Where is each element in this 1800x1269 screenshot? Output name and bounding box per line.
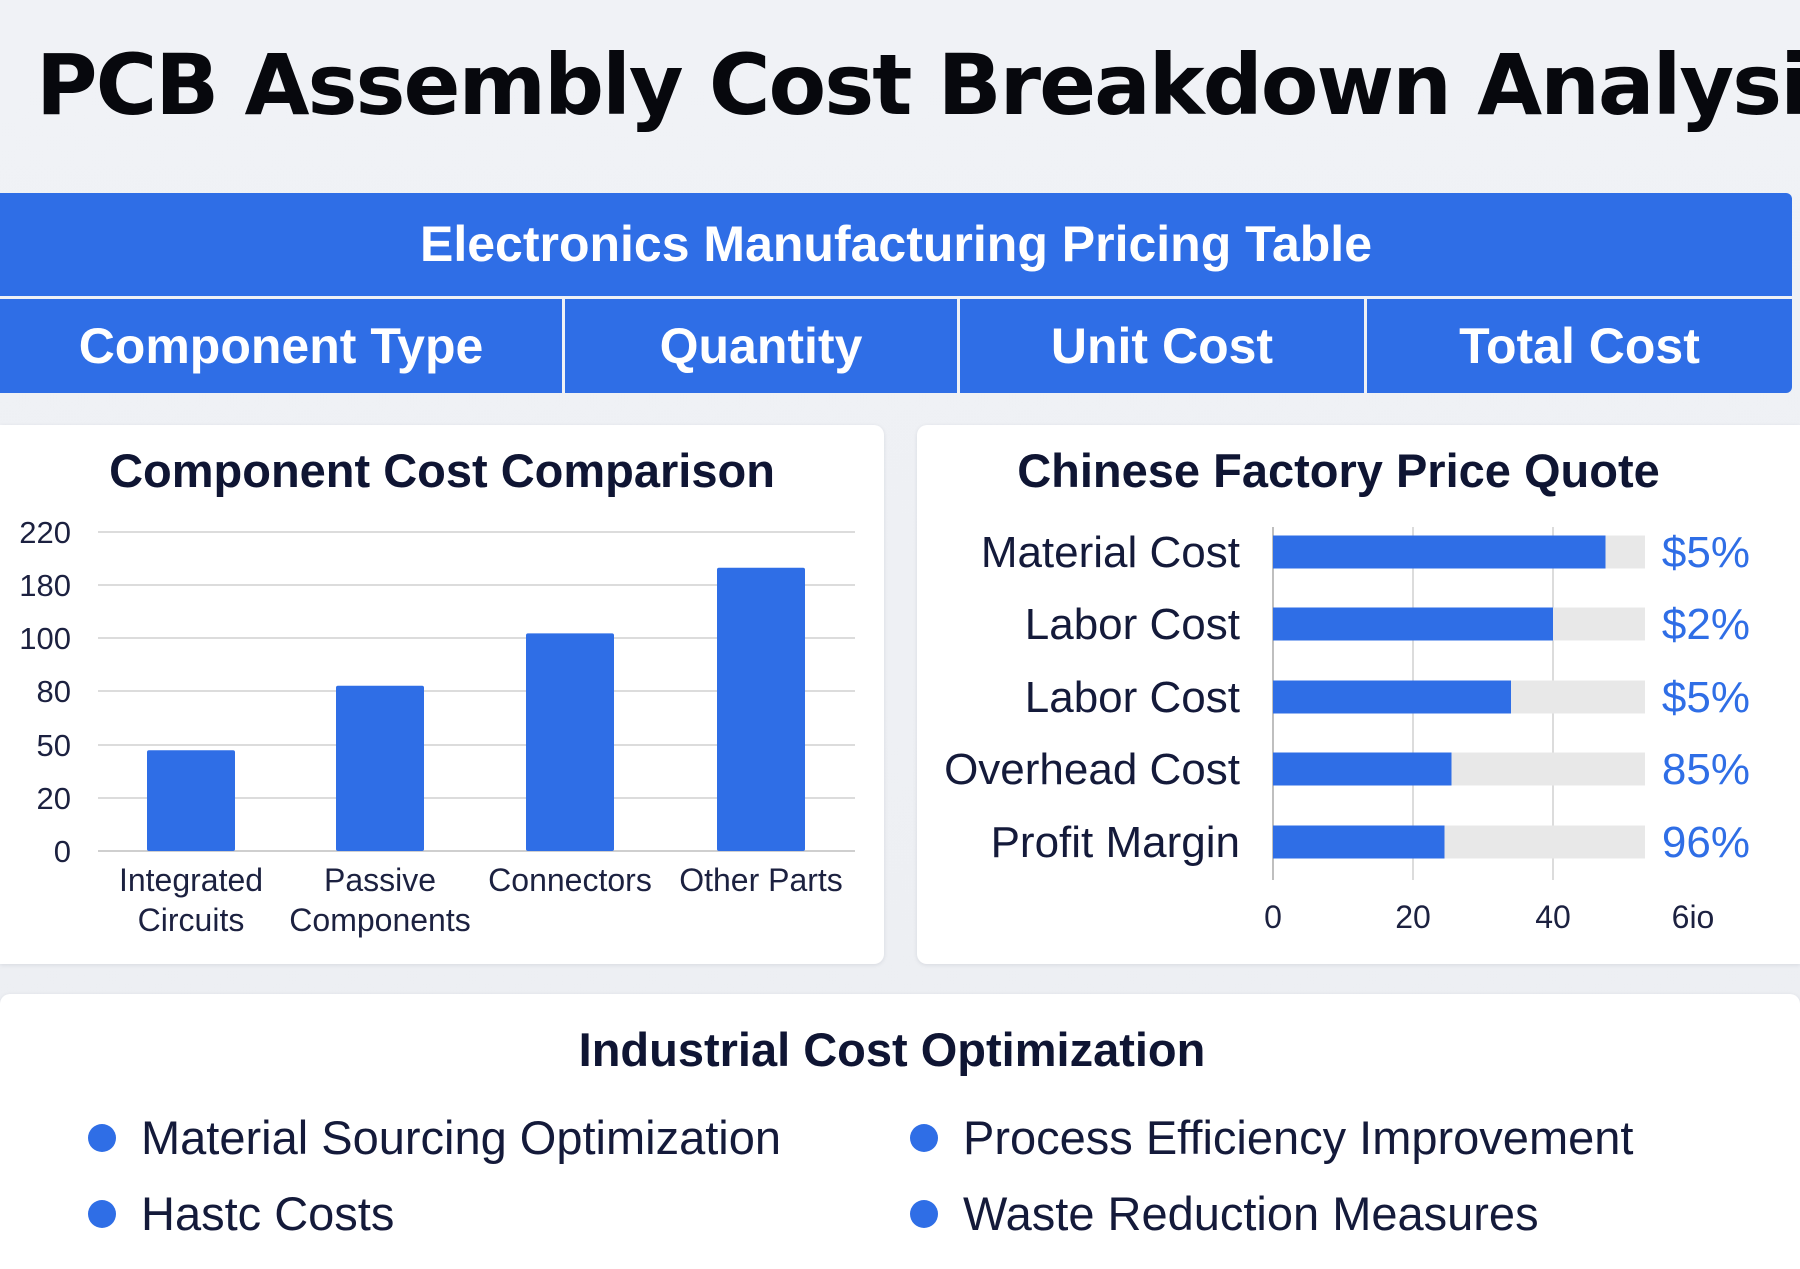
y-tick-label: 0	[54, 834, 71, 869]
bar	[1273, 825, 1445, 859]
component-cost-chart-title: Component Cost Comparison	[109, 444, 775, 497]
category-label: Material Cost	[981, 528, 1240, 577]
optimization-card: Industrial Cost Optimization Material So…	[0, 994, 1800, 1269]
component-cost-chart-card: Component Cost Comparison 0 20 50 80 100 180 2…	[0, 425, 884, 964]
x-tick-label: Integrated	[119, 862, 263, 898]
optimization-item: Waste Reduction Measures	[963, 1187, 1539, 1240]
bar	[1273, 752, 1452, 786]
optimization-title: Industrial Cost Optimization	[578, 1023, 1206, 1076]
bullet-icon	[88, 1200, 116, 1228]
x-tick-label: 6io	[1672, 899, 1715, 935]
y-tick-label: 220	[19, 515, 71, 550]
category-label: Overhead Cost	[944, 745, 1240, 794]
factory-quote-chart-title: Chinese Factory Price Quote	[1017, 444, 1660, 497]
optimization-item: Process Efficiency Improvement	[963, 1111, 1634, 1164]
x-tick-label: Passive	[324, 862, 436, 898]
bar	[717, 567, 805, 851]
category-label: Labor Cost	[1025, 600, 1240, 649]
x-tick-label: 20	[1395, 899, 1431, 935]
category-label: Profit Margin	[991, 818, 1240, 867]
factory-quote-chart-card: Chinese Factory Price Quote 0 20 40 6io Mate…	[917, 425, 1800, 964]
x-tick-label: 0	[1264, 899, 1282, 935]
x-tick-label: Other Parts	[679, 862, 843, 898]
y-tick-label: 20	[37, 781, 71, 816]
x-tick-label: Connectors	[488, 862, 652, 898]
page-title: PCB Assembly Cost Breakdown Analysis	[36, 36, 1800, 134]
column-header-quantity[interactable]: Quantity	[565, 299, 957, 393]
y-tick-label: 180	[19, 568, 71, 603]
category-label: Labor Cost	[1025, 673, 1240, 722]
pricing-table-banner: Electronics Manufacturing Pricing Table	[0, 193, 1792, 296]
optimization-item: Hastc Costs	[141, 1187, 395, 1240]
data-label: $5%	[1662, 528, 1750, 577]
y-tick-label: 80	[37, 674, 71, 709]
x-tick-label: Circuits	[138, 902, 245, 938]
bar	[147, 750, 235, 851]
bullet-icon	[910, 1124, 938, 1152]
y-tick-label: 100	[19, 621, 71, 656]
bar	[1273, 535, 1606, 569]
bar	[526, 633, 614, 851]
y-tick-label: 50	[37, 728, 71, 763]
x-tick-label: 40	[1535, 899, 1571, 935]
pricing-table-header-row: Component Type Quantity Unit Cost Total …	[0, 299, 1792, 393]
component-cost-bar-chart: 0 20 50 80 100 180 220 Integrated Circuits Passiv…	[19, 515, 855, 938]
column-header-unit-cost[interactable]: Unit Cost	[960, 299, 1364, 393]
data-label: $5%	[1662, 673, 1750, 722]
optimization-item: Material Sourcing Optimization	[141, 1111, 781, 1164]
data-label: 85%	[1662, 745, 1750, 794]
column-header-total-cost[interactable]: Total Cost	[1367, 299, 1792, 393]
bullet-icon	[88, 1124, 116, 1152]
bar	[1273, 607, 1553, 641]
x-tick-label: Components	[289, 902, 470, 938]
data-label: 96%	[1662, 818, 1750, 867]
bar	[336, 685, 424, 851]
column-header-component-type[interactable]: Component Type	[0, 299, 562, 393]
factory-quote-hbar-chart: 0 20 40 6io Material Cost $5% Labor Cost $2% Lab…	[944, 527, 1750, 935]
bullet-icon	[910, 1200, 938, 1228]
data-label: $2%	[1662, 600, 1750, 649]
bar	[1273, 680, 1511, 714]
pricing-table: Electronics Manufacturing Pricing Table …	[0, 193, 1792, 400]
